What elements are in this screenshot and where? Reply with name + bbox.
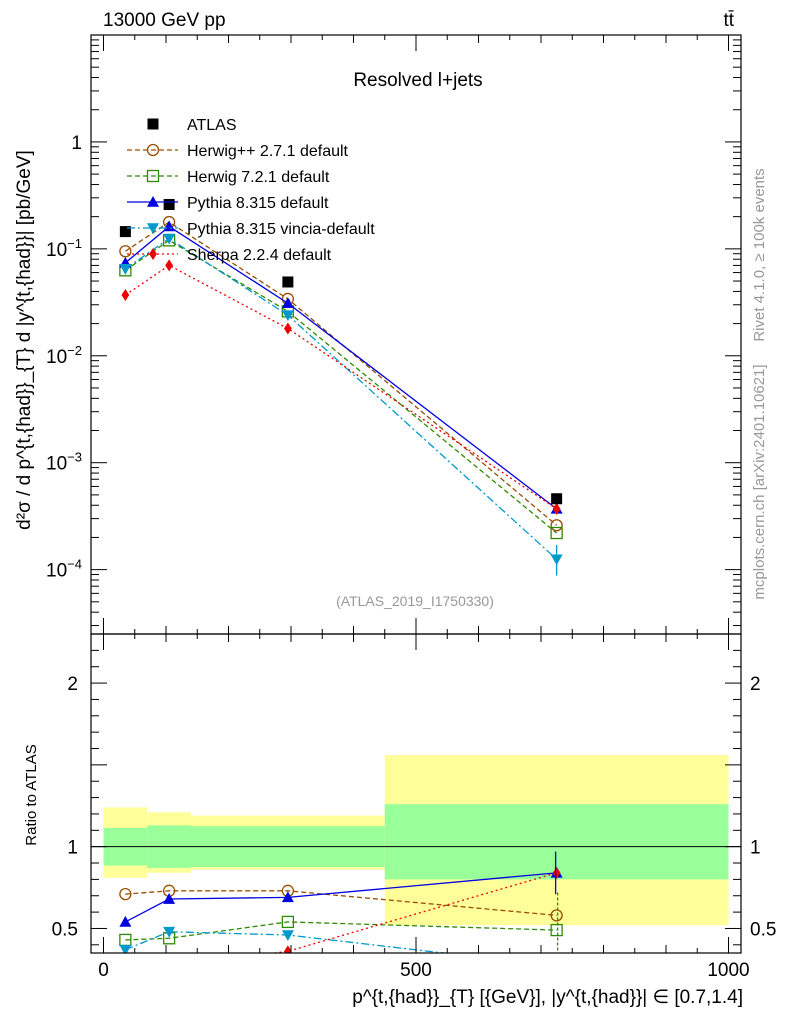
ratio-y-tick-label: 2 <box>67 674 78 695</box>
data-point <box>551 493 563 505</box>
ratio-point <box>283 945 292 953</box>
y-tick-label: 10−4 <box>46 557 82 582</box>
side-label-top: Rivet 4.1.0, ≥ 100k events <box>751 168 768 341</box>
y-tick-label: 10−2 <box>46 343 82 368</box>
x-tick-label: 500 <box>400 960 432 981</box>
ratio-point <box>163 893 176 904</box>
legend: ATLAS Herwig++ 2.7.1 default Herwig 7.2.1 … <box>127 117 375 264</box>
x-tick-label: 0 <box>98 960 109 981</box>
axes: 0 500 1000 10−4 10−3 10−2 10−1 1 0.5 0.5 1 1 2 2 <box>46 34 776 981</box>
ratio-point <box>551 961 563 972</box>
legend-marker <box>146 143 160 157</box>
ratio-point <box>281 915 295 929</box>
series-point <box>163 233 176 245</box>
ratio-series <box>119 851 563 975</box>
ratio-line <box>125 931 450 953</box>
y-tick-label: 10−3 <box>46 450 82 475</box>
x-tick-label: 1000 <box>707 960 749 981</box>
series-point <box>119 245 132 258</box>
series-point <box>165 259 174 272</box>
x-axis-label: p^{t,{had}}_{T} [{GeV}], |y^{t,{had}}| ∈… <box>352 987 743 1008</box>
legend-marker <box>146 169 160 183</box>
series-line <box>125 239 558 534</box>
legend-label: Pythia 8.315 vincia-default <box>187 221 375 238</box>
series-point <box>119 264 132 275</box>
series-line <box>125 264 557 510</box>
ratio-point <box>121 963 129 975</box>
series-point <box>121 289 130 302</box>
legend-label: Herwig 7.2.1 default <box>187 169 330 186</box>
ratio-y-tick-label-right: 0.5 <box>750 919 776 940</box>
legend-marker <box>149 248 157 260</box>
ratio-line <box>125 890 557 917</box>
header-left: 13000 GeV pp <box>103 10 226 31</box>
analysis-label: (ATLAS_2019_I1750330) <box>336 593 494 609</box>
legend-marker <box>147 223 159 234</box>
series-line <box>125 237 558 560</box>
chart-title: Resolved l+jets <box>353 70 482 91</box>
y-tick-label: 10−1 <box>46 236 82 261</box>
series-point <box>281 310 294 322</box>
series-point <box>283 322 292 335</box>
y-tick-label: 1 <box>71 133 82 154</box>
ratio-point <box>281 930 294 942</box>
data-point <box>163 198 175 210</box>
legend-label: Sherpa 2.2.4 default <box>187 247 332 264</box>
header-right: tt̄ <box>723 10 734 31</box>
series-point <box>550 519 563 532</box>
ratio-y-tick-label: 0.5 <box>52 919 78 940</box>
ratio-y-tick-label-right: 1 <box>750 838 761 859</box>
ratio-point <box>163 926 176 938</box>
data-point <box>119 226 131 238</box>
y-axis-label-ratio: Ratio to ATLAS <box>23 744 40 845</box>
series-line <box>125 221 558 526</box>
y-axis-label-main: d²σ / d p^{t,{had}}_{T} d |y^{t,{had}}| … <box>14 150 35 530</box>
legend-marker <box>147 196 159 207</box>
ratio-line <box>125 872 557 923</box>
ratio-y-tick-label-right: 2 <box>750 674 761 695</box>
data-point <box>282 276 294 288</box>
ratio-point <box>281 891 294 903</box>
series-point <box>550 526 563 540</box>
series-line <box>124 225 558 510</box>
ratio-point <box>119 915 132 927</box>
series-point <box>552 502 561 515</box>
ratio-line <box>125 921 557 941</box>
main-series <box>119 198 563 576</box>
ratio-point <box>550 923 563 937</box>
legend-label: Herwig++ 2.7.1 default <box>187 143 349 160</box>
side-label-bottom: mcplots.cern.ch [arXiv:2401.10621] <box>751 364 768 599</box>
ratio-point <box>552 866 561 879</box>
legend-marker <box>147 118 159 130</box>
ratio-bands <box>91 755 741 926</box>
legend-label: Pythia 8.315 default <box>187 195 329 212</box>
ratio-point <box>165 960 173 972</box>
ratio-point <box>550 909 563 922</box>
ratio-y-tick-label: 1 <box>67 838 78 859</box>
legend-label: ATLAS <box>187 117 237 134</box>
ratio-point <box>119 887 132 901</box>
series-point <box>281 297 294 309</box>
ratio-point <box>119 944 132 953</box>
